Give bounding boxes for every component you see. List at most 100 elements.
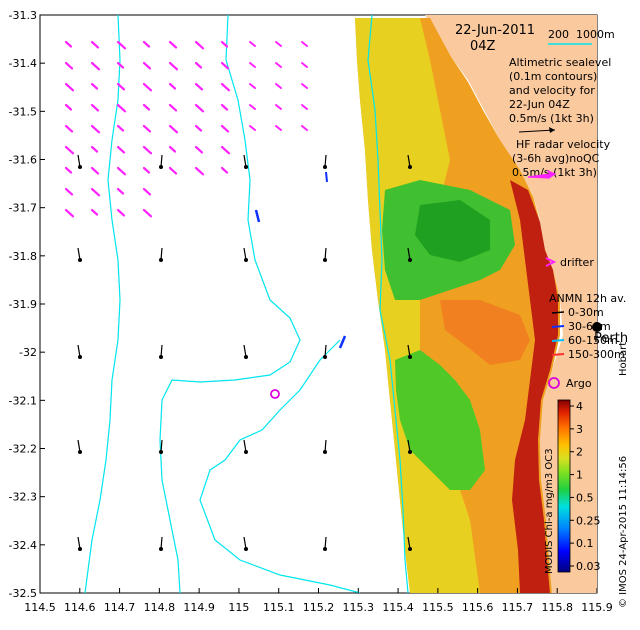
- x-tick-label: 115.5: [422, 601, 454, 614]
- x-tick-label: 115.6: [462, 601, 494, 614]
- alt-arrow: [160, 536, 163, 550]
- colorbar-tick-label: 1: [576, 469, 583, 482]
- hf-arrow: [90, 103, 100, 112]
- hf-arrow: [194, 82, 204, 91]
- alt-arrow: [77, 247, 81, 261]
- hf-arrow: [220, 166, 229, 174]
- anmn-marker-1: [254, 209, 261, 223]
- hf-arrow: [64, 187, 74, 196]
- hf-arrow: [275, 104, 282, 110]
- hf-arrow: [220, 40, 229, 48]
- anmn-title: ANMN 12h av.: [549, 292, 626, 305]
- alt-arrow: [77, 154, 81, 168]
- alt-arrow: [407, 344, 411, 358]
- colorbar-tick-label: 0.5: [576, 491, 594, 504]
- y-tick-label: -32: [19, 346, 37, 359]
- alt-arrow-base: [244, 450, 248, 454]
- anmn-legend-arrow-3: [551, 339, 565, 342]
- hf-arrow: [116, 208, 126, 217]
- x-tick-label: 115.8: [541, 601, 573, 614]
- alt-arrow: [160, 154, 163, 168]
- hf-arrow: [90, 61, 101, 71]
- y-tick-label: -31.9: [9, 298, 37, 311]
- hf-arrow: [194, 124, 203, 132]
- colorbar-tick-label: 0.1: [576, 537, 594, 550]
- x-tick-label: 115.4: [382, 601, 414, 614]
- anmn-depth-1: 0-30m: [568, 306, 604, 319]
- y-tick-label: -31.8: [9, 250, 37, 263]
- hf-arrow: [90, 145, 99, 153]
- y-tick-label: -32.2: [9, 443, 37, 456]
- hf-arrow: [168, 61, 179, 71]
- hf-arrow: [194, 61, 203, 69]
- alt-arrow: [407, 439, 411, 453]
- argo-label: Argo: [566, 377, 592, 390]
- colorbar-tick-label: 0.03: [576, 560, 601, 573]
- hf-arrow: [64, 124, 74, 133]
- alt-arrow: [160, 344, 163, 358]
- hf-arrow: [64, 208, 75, 218]
- hf-arrow: [168, 145, 177, 153]
- anmn-depth-3: 60-150m: [568, 334, 618, 347]
- alt-arrow: [77, 344, 81, 358]
- hf-line-3: 0.5m/s (1kt 3h): [512, 166, 597, 179]
- chl-green-patch-core: [415, 200, 490, 262]
- hf-arrow: [220, 103, 229, 111]
- altimetry-line-1: Altimetric sealevel: [509, 56, 611, 69]
- y-tick-label: -31.5: [9, 105, 37, 118]
- hf-arrow: [64, 40, 73, 48]
- hf-arrow: [220, 82, 231, 92]
- colorbar-tick-label: 3: [576, 423, 583, 436]
- alt-arrow-base: [323, 258, 327, 262]
- alt-arrow: [77, 439, 81, 453]
- hf-arrow: [90, 208, 99, 216]
- x-tick-label: 115.2: [303, 601, 335, 614]
- x-tick-label: 114.5: [24, 601, 56, 614]
- argo-legend-marker: [548, 377, 560, 389]
- alt-arrow-base: [159, 547, 163, 551]
- hf-arrow: [220, 61, 230, 70]
- alt-arrow-base: [408, 258, 412, 262]
- argo-float: [270, 389, 280, 399]
- alt-arrow: [243, 439, 247, 453]
- colorbar-ticks: 4 3 2 1 0.5 0.25 0.1 0.03: [570, 400, 601, 573]
- alt-arrow: [324, 247, 327, 261]
- y-tick-label: -31.3: [9, 9, 37, 22]
- alt-arrow: [407, 536, 411, 550]
- hf-arrow: [90, 166, 100, 175]
- hf-arrow: [249, 83, 256, 89]
- y-tick-label: -32.5: [9, 587, 37, 600]
- chl-red-coastal: [510, 180, 558, 593]
- alt-arrow-base: [159, 258, 163, 262]
- alt-arrow: [324, 344, 327, 358]
- alt-arrow-base: [78, 547, 82, 551]
- drifter-label: drifter: [560, 256, 594, 269]
- y-tick-label: -31.4: [9, 57, 37, 70]
- hf-arrow: [142, 103, 151, 111]
- perth-marker: [592, 322, 602, 332]
- altimetry-scale-arrow: [518, 129, 556, 133]
- hf-arrow: [64, 145, 75, 155]
- y-tick-label: -31.6: [9, 154, 37, 167]
- hf-arrow: [116, 103, 127, 113]
- altimetry-scale-arrowhead: [549, 127, 555, 133]
- alt-arrow-base: [78, 165, 82, 169]
- alt-arrow-base: [408, 547, 412, 551]
- hf-arrow: [142, 187, 152, 196]
- hf-arrow: [275, 83, 282, 89]
- hf-arrow: [301, 62, 308, 68]
- alt-arrow-base: [159, 355, 163, 359]
- hf-arrow: [116, 82, 126, 91]
- alt-arrow-base: [323, 450, 327, 454]
- hf-line-2: (3-6h avg)noQC: [512, 152, 600, 165]
- credit-label: © IMOS 24-Apr-2015 11:14:56: [618, 456, 629, 608]
- hf-arrow: [142, 40, 151, 48]
- hf-scale-arrow: [527, 169, 557, 179]
- hf-arrow: [301, 83, 308, 89]
- alt-arrow: [324, 439, 327, 453]
- alt-arrow-base: [323, 355, 327, 359]
- colorbar-tick-label: 2: [576, 446, 583, 459]
- altimetry-line-4: 22-Jun 04Z: [509, 98, 570, 111]
- hf-arrow: [64, 82, 75, 92]
